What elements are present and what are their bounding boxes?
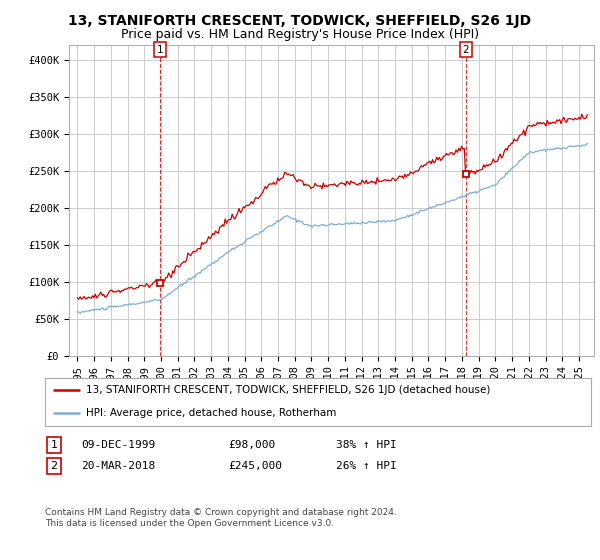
Text: 38% ↑ HPI: 38% ↑ HPI [336, 440, 397, 450]
Text: £245,000: £245,000 [228, 461, 282, 471]
Text: 20-MAR-2018: 20-MAR-2018 [81, 461, 155, 471]
Text: 1: 1 [157, 45, 163, 55]
Text: £98,000: £98,000 [228, 440, 275, 450]
Text: 13, STANIFORTH CRESCENT, TODWICK, SHEFFIELD, S26 1JD (detached house): 13, STANIFORTH CRESCENT, TODWICK, SHEFFI… [86, 385, 490, 395]
Text: 1: 1 [50, 440, 58, 450]
Text: 2: 2 [462, 45, 469, 55]
Text: Contains HM Land Registry data © Crown copyright and database right 2024.
This d: Contains HM Land Registry data © Crown c… [45, 508, 397, 528]
Text: 2: 2 [50, 461, 58, 471]
Text: HPI: Average price, detached house, Rotherham: HPI: Average price, detached house, Roth… [86, 408, 337, 418]
Text: 13, STANIFORTH CRESCENT, TODWICK, SHEFFIELD, S26 1JD: 13, STANIFORTH CRESCENT, TODWICK, SHEFFI… [68, 14, 532, 28]
Text: 09-DEC-1999: 09-DEC-1999 [81, 440, 155, 450]
Text: 26% ↑ HPI: 26% ↑ HPI [336, 461, 397, 471]
Text: Price paid vs. HM Land Registry's House Price Index (HPI): Price paid vs. HM Land Registry's House … [121, 28, 479, 41]
